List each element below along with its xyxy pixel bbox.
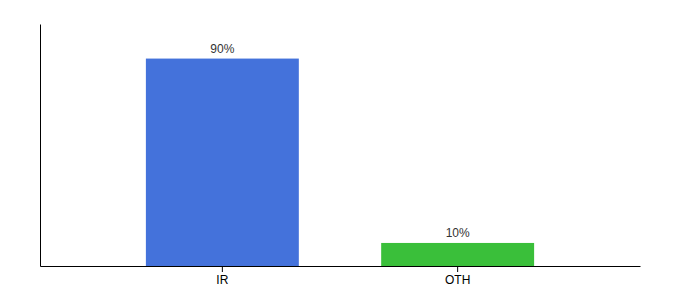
bars <box>146 59 534 266</box>
y-axis <box>40 25 41 267</box>
data-label: 10% <box>446 226 470 240</box>
chart: IR OTH 90% 10% <box>0 0 680 300</box>
tick-label: IR <box>216 273 228 287</box>
data-labels: 90% 10% <box>210 42 470 240</box>
axis-line <box>40 25 41 267</box>
tick-label: OTH <box>445 273 470 287</box>
data-label: 90% <box>210 42 234 56</box>
bar <box>381 243 534 266</box>
tick-mark <box>222 266 223 272</box>
tick: OTH <box>445 266 470 287</box>
axis-line <box>41 266 641 267</box>
plot: IR OTH 90% 10% <box>41 25 641 287</box>
tick-mark <box>457 266 458 272</box>
bar <box>146 59 299 266</box>
x-axis: IR OTH <box>41 266 641 287</box>
tick: IR <box>216 266 228 287</box>
